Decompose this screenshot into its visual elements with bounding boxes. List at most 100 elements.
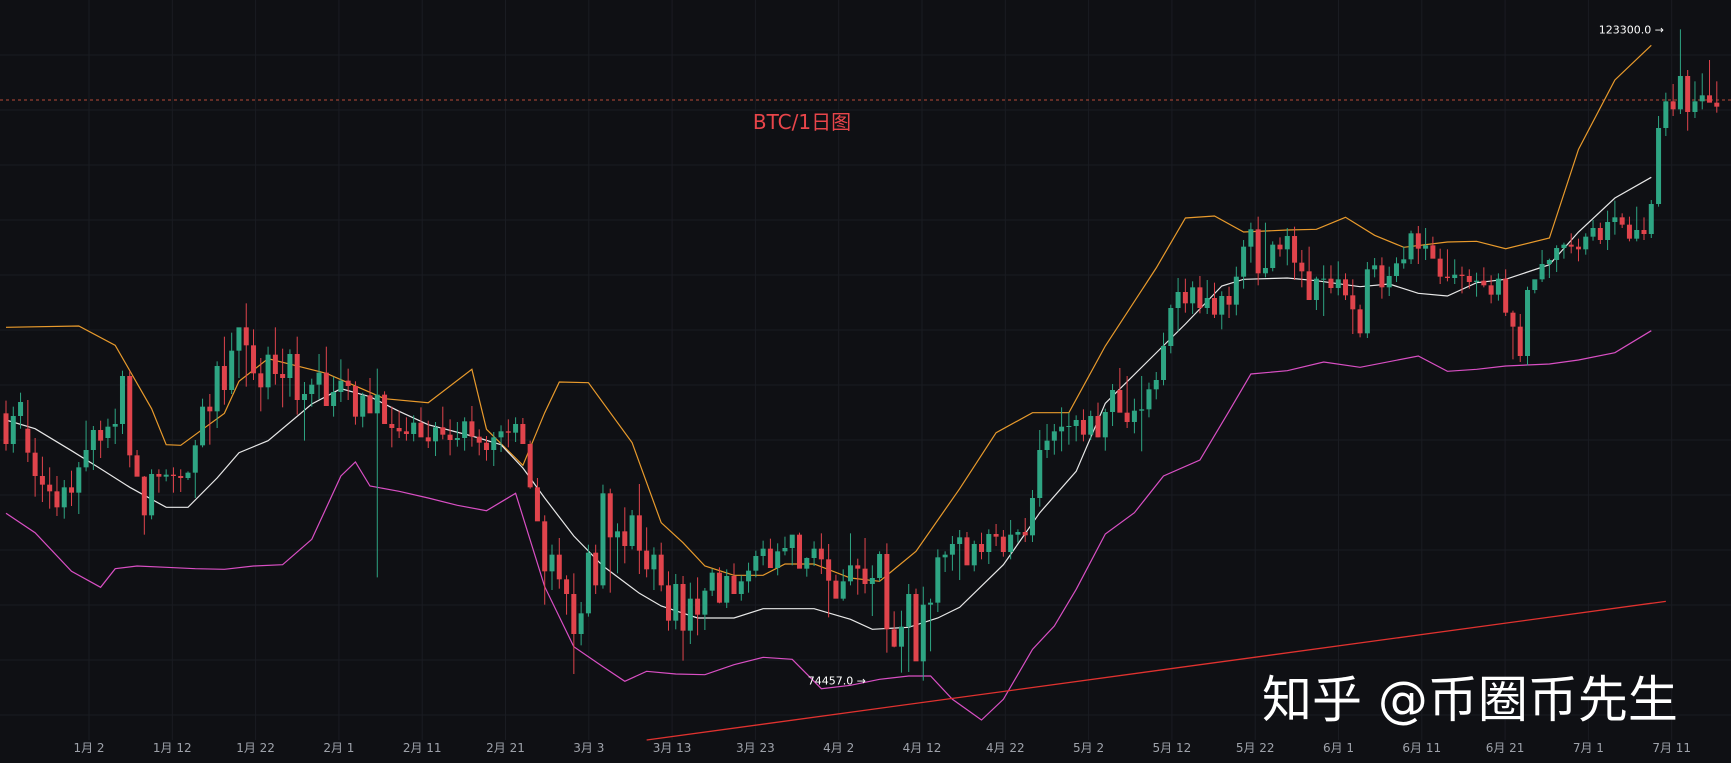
candle (1605, 210, 1611, 250)
x-tick-label: 2月 1 (323, 741, 354, 755)
candle-body (1423, 245, 1429, 249)
candle (1284, 228, 1290, 266)
candle-body (1415, 233, 1421, 249)
candle (141, 476, 147, 535)
candle (1554, 245, 1560, 272)
candle (1190, 281, 1196, 314)
candle-body (891, 629, 897, 647)
candle-body (185, 472, 191, 478)
candle (25, 400, 31, 462)
candle-body (746, 570, 752, 582)
candle-body (855, 565, 861, 569)
candle (1211, 282, 1217, 318)
candle (1612, 200, 1618, 235)
candle (112, 408, 118, 444)
candle (869, 565, 875, 616)
candle (1335, 261, 1341, 296)
candle (1131, 398, 1137, 434)
candle-body (731, 576, 737, 594)
candle (549, 544, 555, 590)
candle-body (1488, 285, 1494, 295)
candle (1241, 240, 1247, 289)
candle (352, 381, 358, 425)
candle-body (1211, 298, 1217, 315)
candle-body (1517, 326, 1523, 356)
candle-body (1430, 245, 1436, 259)
candle (840, 569, 846, 601)
candle (928, 598, 934, 652)
candle (957, 530, 963, 580)
candle-body (520, 424, 526, 444)
candle-body (760, 548, 766, 556)
candle-body (513, 424, 519, 433)
candle-body (54, 491, 60, 508)
candle (564, 575, 570, 615)
candle (1670, 84, 1676, 116)
candle-body (935, 557, 941, 603)
candle-body (367, 395, 373, 414)
candle (644, 527, 650, 578)
candle-body (447, 434, 453, 440)
candle (178, 469, 184, 492)
candle-body (833, 580, 839, 599)
candle-body (178, 476, 184, 478)
candle-body (869, 578, 875, 584)
candle-body (1095, 416, 1101, 438)
candle (1153, 372, 1159, 400)
candle (1059, 407, 1065, 452)
candle (1532, 279, 1538, 294)
candle-body (331, 392, 337, 406)
candle (1386, 266, 1392, 296)
candle (32, 438, 38, 497)
candle (877, 551, 883, 582)
candle-body (156, 474, 162, 477)
candle (1619, 213, 1625, 228)
candle-body (1051, 431, 1057, 441)
candle (39, 456, 45, 502)
candle (396, 410, 402, 438)
candle (1270, 241, 1276, 272)
candle (607, 488, 613, 593)
candle (18, 392, 24, 429)
candle-body (949, 544, 955, 555)
candle (360, 392, 366, 428)
candle-body (1037, 450, 1043, 498)
candle (403, 417, 409, 441)
candle (1088, 410, 1094, 440)
high-price-label: 123300.0 → (1599, 23, 1664, 36)
candle-body (352, 386, 358, 417)
candle (10, 406, 16, 453)
candle-body (1707, 95, 1713, 103)
candle-body (265, 354, 271, 388)
candle (1459, 266, 1465, 294)
candle-body (818, 548, 824, 560)
candle-body (702, 590, 708, 615)
candle-body (527, 444, 533, 488)
candle (585, 544, 591, 617)
candle (964, 532, 970, 566)
candle-body (1546, 260, 1552, 264)
candle-body (207, 406, 213, 412)
candle-body (287, 354, 293, 378)
candle-body (18, 402, 24, 416)
candle (884, 543, 890, 653)
candle-body (476, 436, 482, 443)
candle (1430, 236, 1436, 259)
candle-body (571, 594, 577, 634)
candle (462, 417, 468, 451)
candle-body (411, 422, 417, 434)
candle (382, 391, 388, 424)
candle-body (716, 572, 722, 603)
candle (665, 571, 671, 631)
candle-body (753, 556, 759, 571)
candle-body (403, 431, 409, 434)
candle-body (192, 445, 198, 473)
candle (1357, 304, 1363, 338)
candle (69, 470, 75, 506)
candle (301, 382, 307, 441)
candle (1008, 520, 1014, 560)
x-tick-label: 6月 21 (1486, 741, 1525, 755)
candle-body (418, 422, 424, 438)
candle-body (1000, 536, 1006, 552)
